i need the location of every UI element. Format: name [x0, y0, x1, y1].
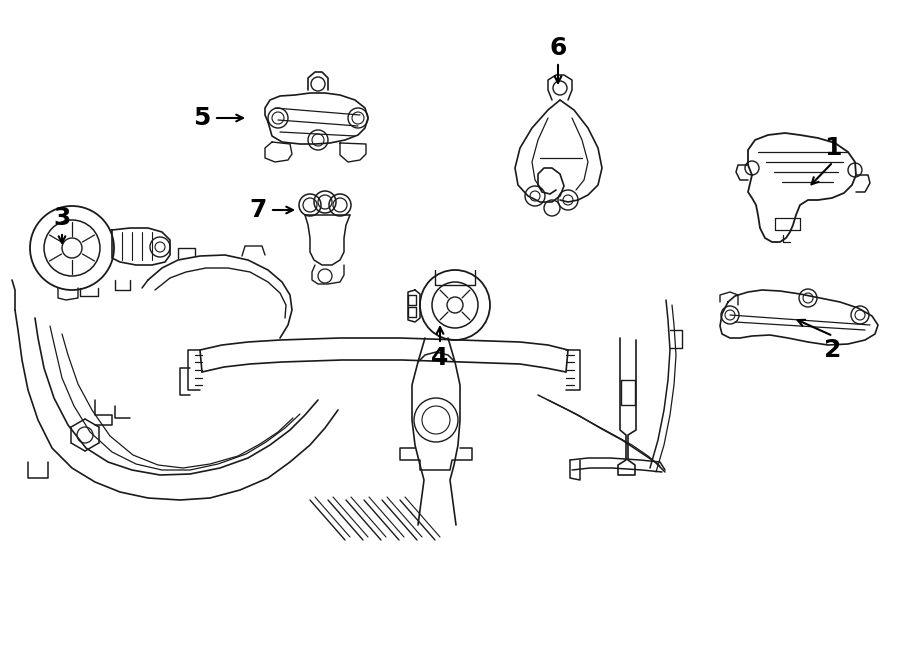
Text: 2: 2: [824, 338, 842, 362]
Text: 4: 4: [431, 346, 449, 370]
Text: 6: 6: [549, 36, 567, 60]
Text: 7: 7: [249, 198, 266, 222]
Text: 5: 5: [194, 106, 211, 130]
Text: 3: 3: [53, 206, 71, 230]
Text: 1: 1: [824, 136, 842, 160]
